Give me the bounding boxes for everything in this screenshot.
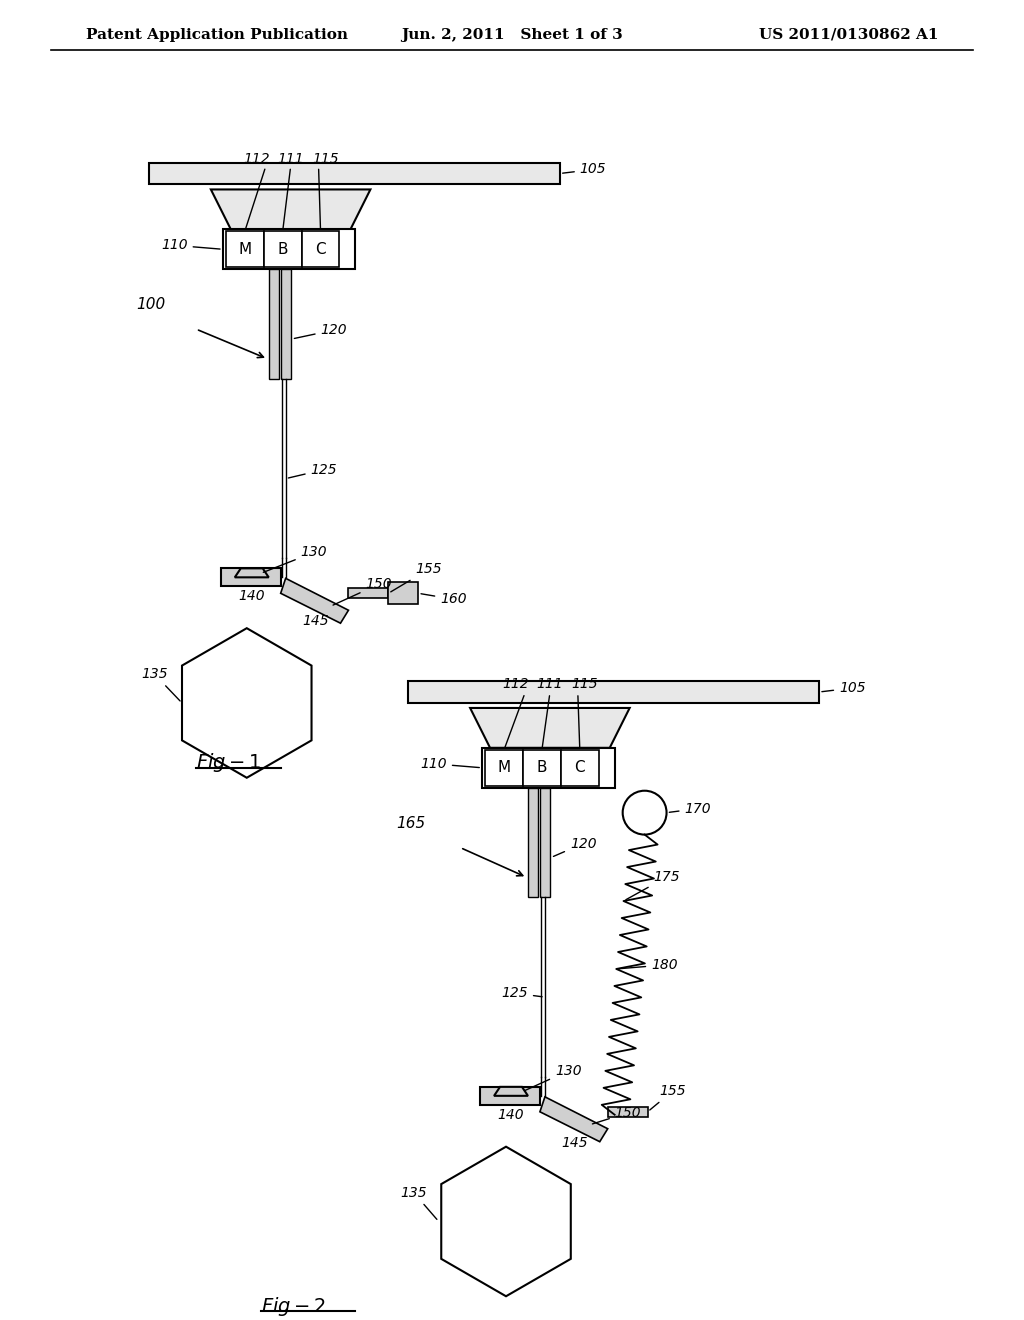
Text: 130: 130	[524, 1064, 582, 1090]
Text: 120: 120	[553, 837, 596, 857]
Text: C: C	[574, 760, 585, 775]
Text: 105: 105	[822, 681, 865, 696]
Bar	[221, 569, 281, 586]
Bar	[482, 748, 614, 788]
Polygon shape	[211, 190, 371, 230]
Bar	[268, 269, 279, 379]
Polygon shape	[494, 1086, 528, 1096]
Text: B: B	[278, 242, 288, 257]
Text: 135: 135	[141, 667, 180, 701]
Polygon shape	[182, 628, 311, 777]
Text: 160: 160	[421, 593, 467, 606]
Text: 112: 112	[244, 152, 270, 165]
Bar	[264, 231, 302, 267]
Text: 155: 155	[391, 562, 442, 591]
Bar	[540, 788, 550, 898]
Text: 100: 100	[137, 297, 166, 312]
Text: 150: 150	[333, 577, 392, 605]
Text: C: C	[315, 242, 326, 257]
Text: 135: 135	[400, 1185, 437, 1220]
Text: 145: 145	[302, 614, 329, 628]
Text: 111: 111	[278, 152, 304, 165]
Bar	[480, 1086, 540, 1105]
Text: 110: 110	[161, 239, 220, 252]
Text: $\it{Fig-2}$: $\it{Fig-2}$	[261, 1295, 326, 1317]
Text: US 2011/0130862 A1: US 2011/0130862 A1	[759, 28, 939, 42]
Text: 125: 125	[502, 986, 542, 1001]
Text: 115: 115	[571, 677, 598, 690]
Polygon shape	[234, 569, 268, 577]
Polygon shape	[470, 708, 630, 748]
Bar	[223, 230, 355, 269]
Text: 130: 130	[263, 545, 328, 573]
Text: 140: 140	[239, 589, 265, 603]
Text: M: M	[498, 760, 511, 775]
Polygon shape	[441, 1147, 570, 1296]
Text: 125: 125	[289, 462, 337, 478]
Text: 110: 110	[420, 756, 479, 771]
Polygon shape	[540, 1097, 607, 1142]
Text: 140: 140	[498, 1107, 524, 1122]
Polygon shape	[281, 578, 348, 623]
Text: 145: 145	[561, 1135, 588, 1150]
Text: 175: 175	[626, 870, 680, 900]
Bar	[409, 681, 819, 704]
Text: 112: 112	[503, 677, 529, 690]
Bar	[302, 231, 340, 267]
Text: 150: 150	[593, 1106, 641, 1123]
Bar	[528, 788, 538, 898]
Text: 155: 155	[650, 1084, 686, 1110]
Bar	[485, 750, 523, 785]
Bar	[388, 582, 418, 605]
Text: Jun. 2, 2011   Sheet 1 of 3: Jun. 2, 2011 Sheet 1 of 3	[401, 28, 623, 42]
Text: B: B	[537, 760, 547, 775]
Text: 120: 120	[294, 323, 347, 338]
Bar	[226, 231, 264, 267]
Text: M: M	[239, 242, 251, 257]
Circle shape	[623, 791, 667, 834]
Bar	[561, 750, 599, 785]
Text: 111: 111	[537, 677, 563, 690]
Text: 115: 115	[312, 152, 339, 165]
Bar	[523, 750, 561, 785]
Bar	[281, 269, 291, 379]
Text: 165: 165	[396, 816, 425, 830]
Bar	[607, 1106, 647, 1117]
Bar	[150, 162, 560, 185]
Text: 180: 180	[618, 958, 678, 972]
Text: 105: 105	[562, 162, 606, 177]
Text: 170: 170	[670, 801, 711, 816]
Bar	[348, 589, 388, 598]
Text: Patent Application Publication: Patent Application Publication	[86, 28, 348, 42]
Text: $\it{Fig-1}$: $\it{Fig-1}$	[196, 751, 261, 775]
